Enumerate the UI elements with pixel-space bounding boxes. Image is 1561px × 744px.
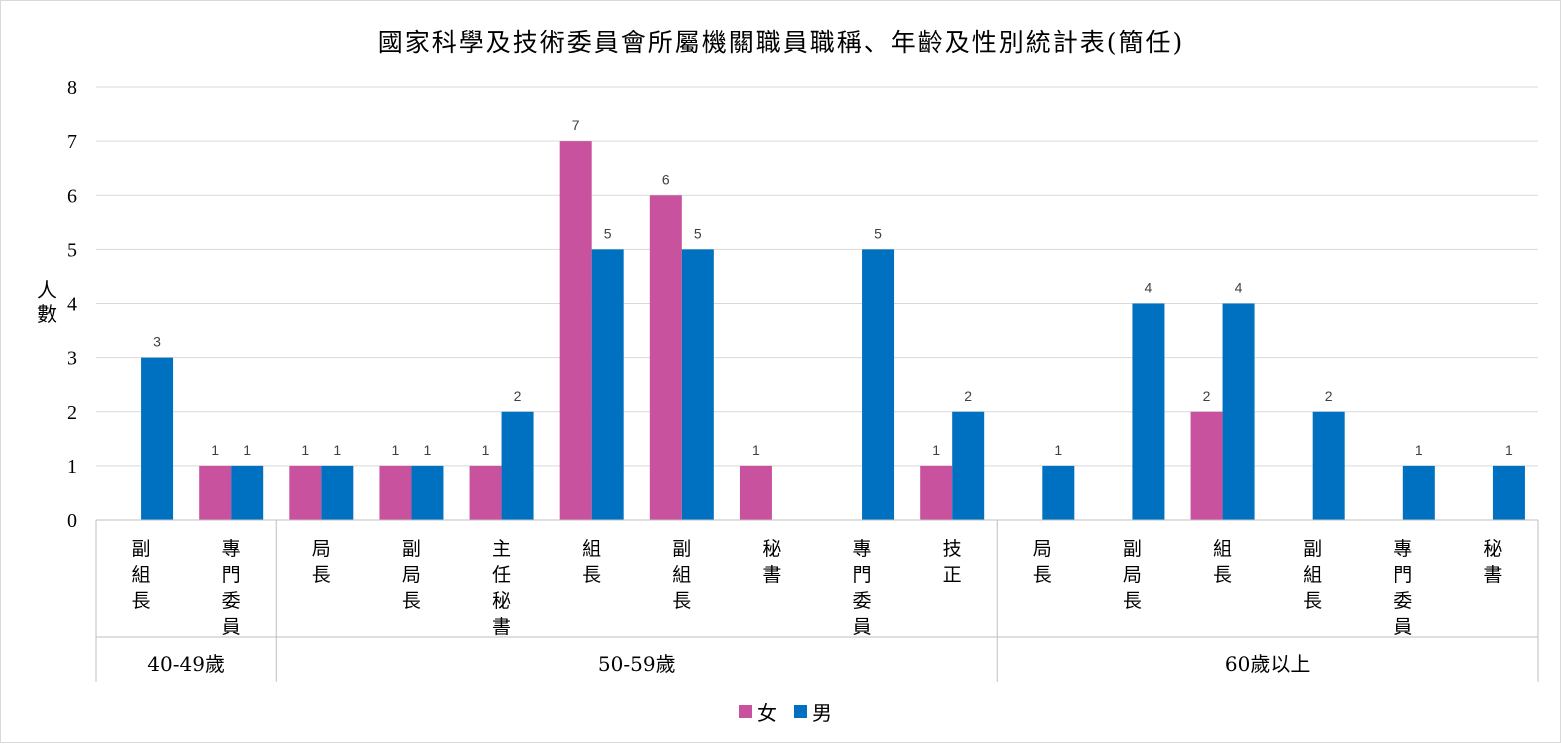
bar bbox=[739, 465, 772, 520]
bar bbox=[1402, 465, 1435, 520]
data-label: 3 bbox=[153, 334, 161, 350]
data-label: 4 bbox=[1145, 280, 1153, 296]
data-label: 2 bbox=[1325, 388, 1333, 404]
data-label: 5 bbox=[604, 225, 612, 241]
category-label: 專門委員 bbox=[1393, 538, 1412, 638]
category-label: 副組長 bbox=[132, 538, 151, 612]
x-axis bbox=[95, 519, 1539, 682]
legend-label: 男 bbox=[812, 701, 832, 725]
category-label: 技正 bbox=[943, 538, 962, 586]
y-tick-label: 4 bbox=[67, 294, 77, 316]
data-label: 2 bbox=[1203, 388, 1211, 404]
y-tick-label: 3 bbox=[67, 348, 77, 370]
category-label: 主任秘書 bbox=[492, 538, 511, 638]
bar bbox=[1132, 303, 1165, 520]
bar bbox=[1042, 465, 1075, 520]
data-label: 6 bbox=[662, 171, 670, 187]
data-label: 5 bbox=[694, 225, 702, 241]
category-label: 組長 bbox=[1213, 538, 1232, 586]
data-label: 4 bbox=[1235, 280, 1243, 296]
data-label: 1 bbox=[211, 442, 219, 458]
bar bbox=[1222, 303, 1255, 520]
y-tick-label: 1 bbox=[67, 456, 77, 478]
bar bbox=[591, 249, 624, 520]
data-label: 2 bbox=[964, 388, 972, 404]
category-label: 組長 bbox=[582, 538, 601, 586]
bar bbox=[952, 411, 985, 520]
category-label: 副局長 bbox=[402, 538, 421, 612]
data-labels: 1 1 1 1 7 6 1 1 2 3 1 1 1 2 5 5 5 2 1 4 4 2 1 1 bbox=[153, 117, 1513, 458]
category-label: 局長 bbox=[1033, 538, 1052, 586]
category-labels: 副組長 專門委員 局長 副局長 主任秘書 組長 副組長 秘書 專門委員 技正 局長 副局長 組長 副組長 專… bbox=[132, 538, 1503, 638]
legend-label: 女 bbox=[757, 701, 777, 725]
group-label: 50-59歲 bbox=[598, 652, 676, 676]
bar bbox=[681, 249, 714, 520]
bar bbox=[559, 141, 592, 520]
group-label: 60歲以上 bbox=[1225, 652, 1310, 676]
data-label: 7 bbox=[572, 117, 580, 133]
gridlines bbox=[96, 86, 1538, 467]
bars bbox=[141, 141, 1525, 520]
data-label: 1 bbox=[243, 442, 251, 458]
bar bbox=[1312, 411, 1345, 520]
y-axis-label: 人數 bbox=[37, 278, 57, 326]
category-label: 副組長 bbox=[672, 538, 691, 612]
bar bbox=[289, 465, 322, 520]
bar bbox=[411, 465, 444, 520]
y-tick-label: 2 bbox=[67, 402, 77, 424]
data-label: 2 bbox=[514, 388, 522, 404]
category-label: 秘書 bbox=[762, 538, 781, 586]
data-label: 1 bbox=[424, 442, 432, 458]
bar bbox=[379, 465, 412, 520]
category-label: 局長 bbox=[312, 538, 331, 586]
bar bbox=[920, 465, 953, 520]
data-label: 1 bbox=[333, 442, 341, 458]
chart-title: 國家科學及技術委員會所屬機關職員職稱、年齡及性別統計表(簡任) bbox=[378, 28, 1185, 57]
data-label: 1 bbox=[1054, 442, 1062, 458]
y-axis-title: 人數 bbox=[37, 278, 57, 326]
bar bbox=[862, 249, 895, 520]
legend-swatch bbox=[794, 705, 807, 718]
legend: 女男 bbox=[739, 701, 832, 725]
data-label: 1 bbox=[752, 442, 760, 458]
data-label: 1 bbox=[392, 442, 400, 458]
category-label: 副組長 bbox=[1303, 538, 1322, 612]
y-tick-label: 6 bbox=[67, 185, 77, 207]
y-tick-label: 0 bbox=[67, 510, 77, 532]
bar bbox=[1190, 411, 1223, 520]
category-label: 專門委員 bbox=[853, 538, 872, 638]
data-label: 1 bbox=[1415, 442, 1423, 458]
category-label: 秘書 bbox=[1483, 538, 1502, 586]
group-labels: 40-49歲 50-59歲 60歲以上 bbox=[147, 652, 1310, 676]
bar bbox=[231, 465, 264, 520]
bar bbox=[199, 465, 232, 520]
data-label: 1 bbox=[301, 442, 309, 458]
bar bbox=[649, 195, 682, 520]
bar bbox=[141, 357, 174, 520]
bar bbox=[321, 465, 354, 520]
y-tick-label: 5 bbox=[67, 239, 77, 261]
data-label: 1 bbox=[482, 442, 490, 458]
data-label: 5 bbox=[874, 225, 882, 241]
group-label: 40-49歲 bbox=[147, 652, 225, 676]
y-axis-ticks: 0 1 2 3 4 5 6 7 8 bbox=[67, 77, 77, 532]
y-tick-label: 7 bbox=[67, 131, 77, 153]
bar bbox=[501, 411, 534, 520]
y-tick-label: 8 bbox=[67, 77, 77, 99]
category-label: 副局長 bbox=[1123, 538, 1142, 612]
bar bbox=[469, 465, 502, 520]
data-label: 1 bbox=[1505, 442, 1513, 458]
legend-swatch bbox=[739, 705, 752, 718]
data-label: 1 bbox=[932, 442, 940, 458]
category-label: 專門委員 bbox=[222, 538, 241, 638]
bar bbox=[1492, 465, 1525, 520]
